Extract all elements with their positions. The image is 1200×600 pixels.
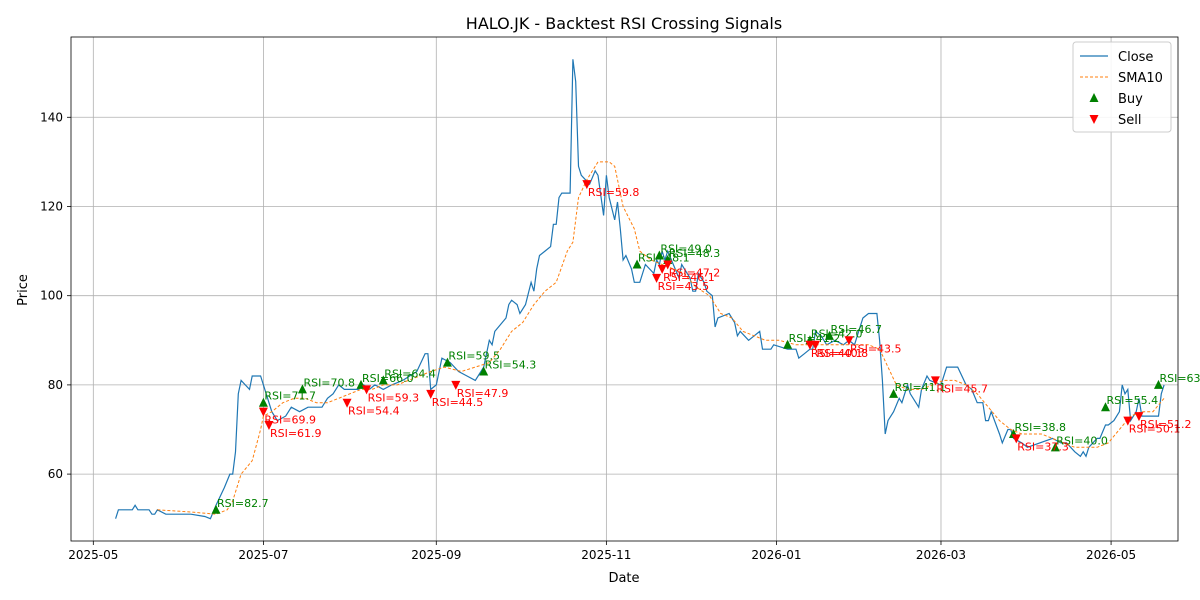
sell-label: RSI=47.2	[669, 266, 721, 279]
sell-marker	[258, 407, 268, 417]
sell-label: RSI=59.3	[368, 391, 420, 404]
sell-marker	[930, 376, 940, 386]
sell-marker	[1011, 434, 1021, 444]
buy-label: RSI=59.5	[448, 350, 500, 363]
sell-marker	[1123, 416, 1133, 426]
legend-sell-swatch	[1089, 115, 1099, 124]
sell-label: RSI=47.9	[457, 387, 509, 400]
sell-marker	[451, 380, 461, 390]
buy-marker	[783, 339, 793, 349]
sell-marker	[1134, 412, 1144, 422]
x-tick-label: 2025-11	[581, 548, 631, 562]
buy-marker	[1153, 379, 1163, 389]
sell-marker	[811, 340, 821, 350]
legend-label: Close	[1118, 50, 1153, 65]
sell-label: RSI=59.8	[588, 186, 640, 199]
x-tick-label: 2025-05	[68, 548, 118, 562]
legend: Close SMA10 Buy Sell	[1072, 41, 1172, 133]
sell-label: RSI=61.9	[270, 427, 322, 440]
sell-label: RSI=54.4	[348, 405, 400, 418]
buy-marker	[1101, 402, 1111, 412]
buy-label: RSI=41.2	[789, 332, 841, 345]
buy-label: RSI=48.3	[669, 247, 721, 260]
buy-marker	[1050, 442, 1060, 452]
sell-marker	[657, 264, 667, 274]
x-tick-label: 2025-07	[238, 548, 288, 562]
legend-label: Buy	[1118, 92, 1143, 107]
buy-label: RSI=64.4	[384, 367, 436, 380]
sell-marker	[844, 336, 854, 346]
sell-marker	[264, 421, 274, 431]
buy-label: RSI=63.4	[1159, 372, 1200, 385]
x-tick-label: 2026-03	[916, 548, 966, 562]
y-tick-label: 140	[40, 110, 63, 124]
legend-label: SMA10	[1118, 71, 1163, 86]
buy-label: RSI=55.4	[1107, 394, 1159, 407]
series-layer	[115, 59, 1165, 520]
legend-box	[1072, 41, 1172, 133]
buy-label: RSI=54.3	[485, 359, 537, 372]
buy-label: RSI=70.8	[303, 376, 355, 389]
sell-label: RSI=40.8	[817, 347, 869, 360]
sell-label: RSI=43.5	[850, 342, 902, 355]
buy-marker	[297, 384, 307, 394]
x-tick-label: 2026-05	[1086, 548, 1136, 562]
buy-marker	[258, 397, 268, 407]
y-tick-label: 120	[40, 199, 63, 213]
sell-marker	[652, 273, 662, 283]
sell-marker	[342, 398, 352, 408]
sell-marker	[663, 260, 673, 270]
y-tick-label: 100	[40, 289, 63, 303]
buy-marker	[442, 357, 452, 367]
buy-label: RSI=38.8	[1014, 421, 1066, 434]
sell-marker	[582, 180, 592, 190]
buy-label: RSI=71.7	[264, 390, 316, 403]
sell-label: RSI=37.3	[1017, 440, 1069, 453]
buy-marker	[654, 250, 664, 260]
sma10-line	[157, 161, 1165, 515]
sell-label: RSI=44.5	[432, 396, 484, 409]
buy-label: RSI=48.1	[638, 251, 690, 264]
buy-marker	[889, 388, 899, 398]
y-tick-label: 80	[48, 378, 63, 392]
axes: 2025-05 2025-07 2025-09 2025-11 2026-01 2026-…	[40, 36, 1179, 562]
sell-marker	[362, 385, 372, 395]
sell-marker	[426, 389, 436, 399]
sell-label: RSI=40.1	[811, 347, 863, 360]
sell-label: RSI=69.9	[264, 414, 316, 427]
plot-frame	[70, 36, 1179, 542]
sell-label: RSI=46.1	[663, 271, 715, 284]
buy-marker	[211, 504, 221, 514]
chart-title: HALO.JK - Backtest RSI Crossing Signals	[466, 14, 782, 33]
buy-label: RSI=66.0	[362, 372, 414, 385]
y-tick-label: 60	[48, 467, 63, 481]
buy-label: RSI=49.0	[660, 243, 712, 256]
close-line	[115, 59, 1165, 520]
x-axis-label: Date	[608, 571, 639, 586]
buy-label: RSI=82.7	[217, 497, 269, 510]
sell-label: RSI=43.5	[658, 280, 710, 293]
grid	[71, 37, 1178, 541]
x-tick-label: 2025-09	[411, 548, 461, 562]
buy-marker	[632, 259, 642, 269]
legend-buy-swatch	[1089, 93, 1099, 102]
buy-label: RSI=41.1	[895, 381, 947, 394]
legend-label: Sell	[1118, 113, 1141, 128]
sell-label: RSI=45.7	[936, 382, 988, 395]
buy-marker	[479, 366, 489, 376]
y-axis-label: Price	[16, 274, 31, 306]
buy-label: RSI=40.0	[1056, 434, 1108, 447]
buy-marker	[824, 330, 834, 340]
buy-marker	[378, 375, 388, 385]
x-tick-label: 2026-01	[751, 548, 801, 562]
sell-label: RSI=51.2	[1140, 418, 1192, 431]
sell-label: RSI=50.1	[1129, 423, 1181, 436]
buy-label: RSI=46.7	[830, 323, 882, 336]
